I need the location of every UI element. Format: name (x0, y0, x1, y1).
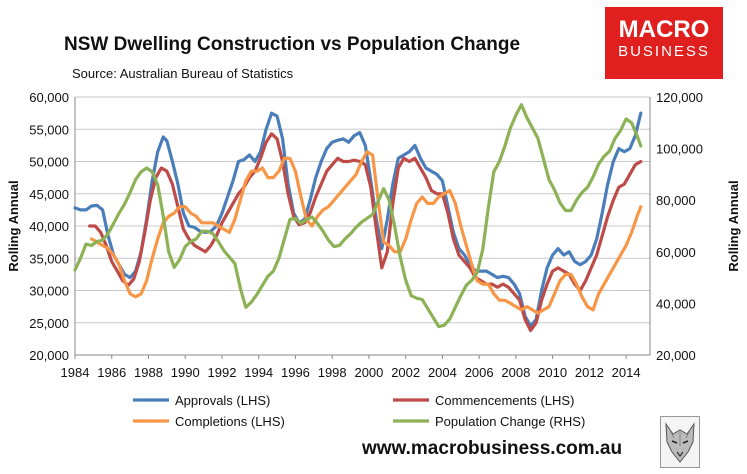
website-url: www.macrobusiness.com.au (362, 438, 623, 459)
series-line-2 (88, 132, 643, 333)
legend-entry: Commencements (LHS) (435, 393, 574, 408)
x-tick-label: 2012 (575, 365, 604, 380)
logo-line-1: MACRO (618, 16, 710, 43)
y-tick-label-left: 25,000 (29, 316, 69, 331)
y-tick-label-right: 60,000 (656, 245, 696, 260)
x-tick-label: 1988 (134, 365, 163, 380)
y-axis-label-left: Rolling Annual (6, 180, 21, 271)
y-tick-label-left: 45,000 (29, 187, 69, 202)
legend-entry: Population Change (RHS) (435, 414, 585, 429)
series-line-4 (73, 103, 643, 329)
y-axis-label-right: Rolling Annual (726, 180, 741, 271)
x-tick-label: 2006 (465, 365, 494, 380)
x-tick-label: 2000 (354, 365, 383, 380)
series-lines (73, 103, 643, 333)
x-tick-label: 1994 (244, 365, 273, 380)
x-tick-label: 2002 (391, 365, 420, 380)
y-tick-label-left: 30,000 (29, 284, 69, 299)
y-tick-label-right: 40,000 (656, 296, 696, 311)
x-tick-label: 2008 (501, 365, 530, 380)
macrobusiness-logo: MACRO BUSINESS (605, 7, 723, 79)
chart-title: NSW Dwelling Construction vs Population … (64, 34, 521, 55)
logo-line-2: BUSINESS (618, 43, 710, 60)
wolf-mascot-icon (660, 416, 700, 468)
x-tick-label: 1984 (61, 365, 90, 380)
y-tick-label-right: 100,000 (656, 142, 703, 157)
series-line-3 (89, 150, 643, 315)
y-tick-label-left: 60,000 (29, 90, 69, 105)
x-tick-label: 1998 (318, 365, 347, 380)
x-tick-label: 1990 (171, 365, 200, 380)
legend-entry: Approvals (LHS) (175, 393, 270, 408)
axes: 20,000 25,000 30,000 35,000 40,000 45,000 50,0… (29, 90, 703, 380)
x-tick-label: 1996 (281, 365, 310, 380)
x-tick-label: 1992 (208, 365, 237, 380)
y-tick-label-right: 20,000 (656, 348, 696, 363)
x-tick-label: 2004 (428, 365, 457, 380)
y-tick-label-right: 80,000 (656, 193, 696, 208)
x-tick-label: 2014 (612, 365, 641, 380)
y-tick-label-left: 20,000 (29, 348, 69, 363)
legend-entry: Completions (LHS) (175, 414, 285, 429)
x-tick-label: 1986 (97, 365, 126, 380)
x-tick-label: 2010 (538, 365, 567, 380)
series-line-1 (73, 111, 643, 328)
y-tick-label-left: 50,000 (29, 155, 69, 170)
chart-source: Source: Australian Bureau of Statistics (72, 66, 294, 81)
legend: Approvals (LHS) Commencements (LHS) Comple… (133, 393, 585, 429)
y-tick-label-left: 35,000 (29, 251, 69, 266)
y-tick-label-left: 55,000 (29, 122, 69, 137)
y-tick-label-right: 120,000 (656, 90, 703, 105)
y-tick-label-left: 40,000 (29, 219, 69, 234)
